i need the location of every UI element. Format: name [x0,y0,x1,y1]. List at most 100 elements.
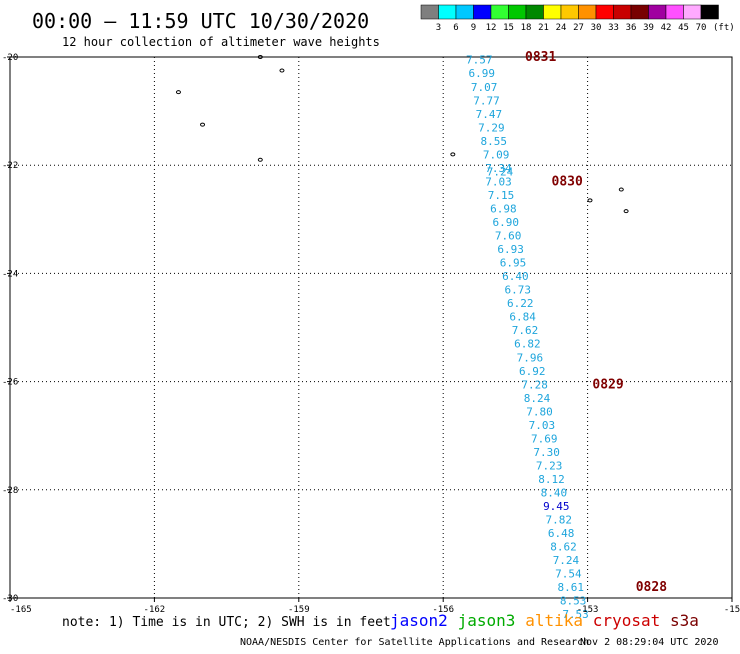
legend-unit-label: (ft) [713,23,735,33]
legend-color-swatch [665,4,684,20]
swh-point: 6.90 [493,216,520,229]
pass-time-label: 0828 [636,580,667,595]
legend-color-swatch [560,4,579,20]
legend-color-swatch [525,4,544,20]
swh-point: 7.34 [485,162,512,175]
swh-point: 6.73 [505,284,532,297]
legend-bin-label: 15 [503,23,514,33]
footer-credit: NOAA/NESDIS Center for Satellite Applica… [240,637,589,648]
legend-color-swatch [648,4,667,20]
swh-point: 8.62 [550,541,577,554]
swh-point: 6.22 [507,297,534,310]
y-tick-label: -26 [2,378,18,388]
island-marker [450,152,456,157]
legend-bin-label: 3 [436,23,441,33]
swh-point: 8.24 [524,392,551,405]
legend-color-swatch [490,4,509,20]
swh-point: 9.45 [543,500,570,513]
legend-bin-label: 21 [538,23,549,33]
swh-point: 8.12 [538,473,565,486]
swh-point: 6.84 [509,311,536,324]
legend-bin-label: 33 [608,23,619,33]
swh-point: 7.24 [487,166,514,179]
legend-color-swatch [683,4,702,20]
legend-bin-label: 30 [591,23,602,33]
island-outlines [175,55,629,214]
footer-note: note: 1) Time is in UTC; 2) SWH is in fe… [62,615,391,630]
plot-frame [9,56,733,599]
footer-timestamp: Nov 2 08:29:04 UTC 2020 [580,637,718,648]
legend-color-swatch [508,4,527,20]
swh-point: 7.03 [529,419,556,432]
island-marker [257,55,263,59]
swh-point: 6.98 [490,202,517,215]
swh-point: 6.40 [502,270,529,283]
swh-point: 7.24 [553,554,580,567]
gridlines [10,57,732,598]
pass-time-labels: 0831 0830 0829 0828 [525,50,667,595]
legend-bin-label: 9 [471,23,476,33]
legend-color-swatch [595,4,614,20]
legend-bin-label: 70 [696,23,707,33]
swh-point: 7.62 [512,324,539,337]
y-tick-label: -24 [2,269,18,279]
legend-color-swatch [578,4,597,20]
swh-point: 8.61 [558,581,585,594]
y-tick-label: -28 [2,486,18,496]
satellite-label: s3a [670,611,699,630]
legend-bin-label: 36 [626,23,637,33]
x-tick-label: -153 [577,605,599,615]
swh-data-points: 7.576.997.077.777.477.298.557.097.347.24… [466,54,589,622]
swh-point: 6.93 [497,243,524,256]
swh-point: 8.55 [480,135,507,148]
satellite-label: jason2 [390,611,448,630]
chart-subtitle: 12 hour collection of altimeter wave hei… [62,35,380,49]
island-marker [200,122,206,127]
chart-title: 00:00 – 11:59 UTC 10/30/2020 [32,9,369,33]
x-tick-label: -15 [724,605,740,615]
swh-point: 8.40 [541,487,568,500]
x-tick-label: -165 [10,605,32,615]
legend-bin-label: 42 [661,23,672,33]
legend-color-swatch [630,4,649,20]
legend-bin-label: 6 [453,23,458,33]
legend-color-swatch [613,4,632,20]
legend-color-swatch [543,4,562,20]
swh-point: 6.99 [468,67,495,80]
legend-bin-label: 24 [556,23,567,33]
swh-point: 7.69 [531,432,558,445]
legend-color-swatch [700,4,719,20]
pass-time-label: 0829 [592,377,623,392]
y-tick-label: -30 [2,594,18,604]
swh-point: 6.48 [548,527,575,540]
x-tick-label: -162 [144,605,166,615]
swh-point: 7.82 [545,514,572,527]
satellite-label: altika [525,611,583,630]
swh-point: 7.03 [485,175,512,188]
x-axis-ticks: -165 -162 -159 -156 -153 -15 [9,598,740,615]
swh-point: 6.92 [519,365,546,378]
swh-point: 8.53 [560,595,587,608]
y-tick-label: -22 [2,161,18,171]
island-marker [175,90,181,95]
swh-point: 7.15 [488,189,515,202]
legend-color-swatch [455,4,474,20]
wave-height-legend: 3 6 9 12 15 18 21 24 27 30 33 36 39 42 45 70 [420,4,719,33]
swh-point: 7.54 [555,568,582,581]
swh-point: 6.95 [500,257,527,270]
plot-area: 7.576.997.077.777.477.298.557.097.347.24… [2,50,740,621]
legend-color-swatch [420,4,439,20]
swh-point: 7.47 [476,108,503,121]
legend-bin-label: 18 [521,23,532,33]
legend-bin-label: 12 [486,23,497,33]
satellite-label: jason3 [458,611,516,630]
swh-point: 7.09 [483,148,510,161]
swh-point: 7.77 [473,94,500,107]
island-marker [257,157,263,162]
legend-bin-label: 27 [573,23,584,33]
pass-time-label: 0831 [525,50,556,65]
legend-bin-label: 45 [678,23,689,33]
swh-point: 7.07 [471,81,498,94]
